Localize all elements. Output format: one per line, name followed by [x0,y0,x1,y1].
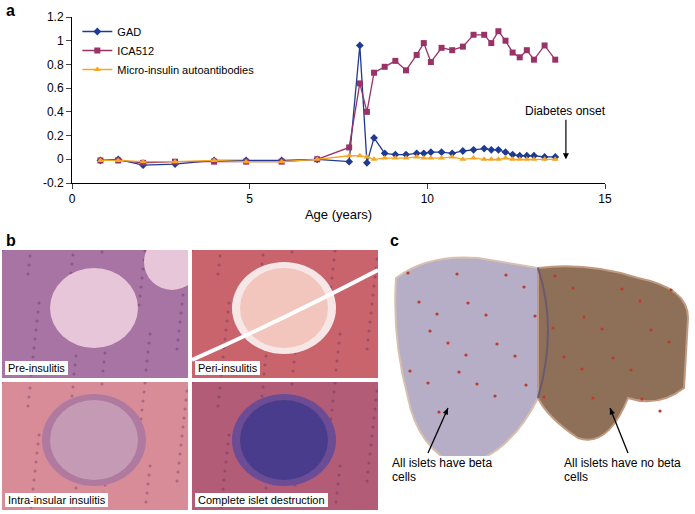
svg-text:0.2: 0.2 [47,129,64,143]
svg-text:ICA512: ICA512 [117,45,154,57]
html-text:All islets have beta cells: All islets have beta cells [392,456,493,484]
svg-text:5: 5 [246,192,253,206]
svg-text:0: 0 [69,192,76,206]
svg-text:10: 10 [421,192,435,206]
svg-text:1: 1 [57,34,64,48]
svg-text:1.2: 1.2 [47,10,64,24]
html-text:Pre-insulitis: Pre-insulitis [8,362,65,374]
svg-text:-0.2: -0.2 [43,176,64,190]
svg-text:0.4: 0.4 [47,105,64,119]
html-text:Peri-insulitis: Peri-insulitis [198,362,258,374]
svg-text:0.6: 0.6 [47,81,64,95]
html-text:a: a [6,2,15,19]
html-text:All islets have no beta cells: All islets have no beta cells [564,456,681,484]
svg-text:Micro-insulin autoantibodies: Micro-insulin autoantibodies [117,64,254,76]
svg-text:0: 0 [57,152,64,166]
html-text:Intra-insular insulitis: Intra-insular insulitis [8,494,106,506]
svg-text:Diabetes onset: Diabetes onset [525,104,606,118]
html-text:Complete islet destruction: Complete islet destruction [198,494,325,506]
svg-text:0.8: 0.8 [47,58,64,72]
svg-text:Age (years): Age (years) [305,207,372,222]
svg-text:GAD: GAD [117,26,141,38]
html-text:c: c [390,232,399,249]
html-text:b: b [6,232,16,249]
svg-text:15: 15 [598,192,612,206]
